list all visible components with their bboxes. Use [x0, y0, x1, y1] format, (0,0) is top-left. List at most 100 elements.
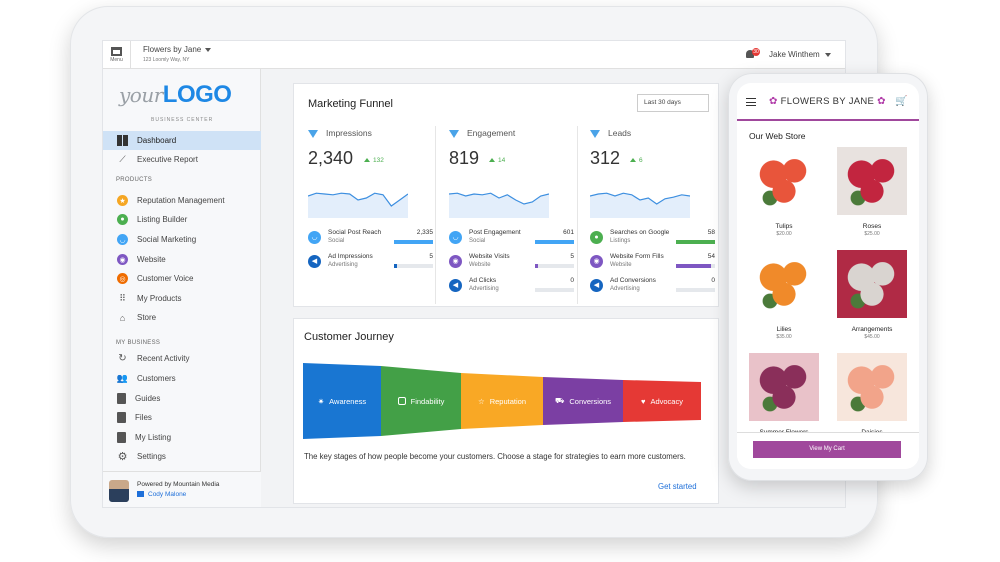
product-price: $45.00 — [864, 334, 880, 340]
stage-conversions[interactable]: ⛟ Conversions — [554, 396, 612, 406]
contact-name: Cody Malone — [148, 491, 187, 498]
business-switcher[interactable]: Flowers by Jane — [143, 45, 212, 54]
metric-source: Social — [328, 238, 345, 244]
sparkline — [449, 192, 549, 218]
gear-icon: ⚙ — [117, 451, 128, 463]
cart-icon: ⛟ — [554, 396, 565, 405]
sidebar-item-website[interactable]: ◉ Website — [103, 250, 261, 269]
sidebar-item-customers[interactable]: 👥 Customers — [103, 369, 261, 388]
search-doc-icon — [397, 397, 406, 405]
cart-icon[interactable]: 🛒 — [895, 96, 908, 107]
metric-bar — [394, 240, 433, 244]
metric-label: Website Visits — [469, 253, 510, 260]
product-name: Arrangements — [851, 326, 893, 333]
get-started-link[interactable]: Get started — [658, 482, 697, 491]
metric-row[interactable]: ◉ Website Form Fills Website 54 — [590, 252, 715, 274]
metric-row[interactable]: ◡ Social Post Reach Social 2,335 — [308, 228, 433, 250]
stage-reputation[interactable]: ☆ Reputation — [477, 396, 526, 406]
sparkline-area — [308, 193, 408, 218]
user-name: Jake Winthem — [769, 50, 820, 59]
my-business-section-header: MY BUSINESS — [116, 340, 161, 346]
powered-by-panel: Powered by Mountain Media Cody Malone — [103, 471, 261, 507]
logo-main: LOGO — [162, 81, 232, 108]
date-range-select[interactable]: Last 30 days — [637, 94, 709, 112]
marketing-funnel-card: Marketing Funnel Last 30 days Impression… — [293, 83, 719, 307]
column-delta: 14 — [489, 157, 505, 164]
product-image — [837, 353, 907, 421]
star-outline-icon: ☆ — [477, 396, 485, 406]
sidebar-item-listing-builder[interactable]: ● Listing Builder — [103, 210, 261, 229]
metric-row[interactable]: ◀ Ad Impressions Advertising 5 — [308, 252, 433, 274]
sidebar-item-customer-voice[interactable]: ◎ Customer Voice — [103, 269, 261, 288]
metric-label: Ad Impressions — [328, 253, 373, 260]
journey-funnel — [303, 363, 701, 439]
product-card[interactable]: Tulips $20.00 — [749, 147, 819, 237]
sidebar-item-label: Social Marketing — [137, 235, 197, 244]
globe-icon: ◉ — [449, 255, 462, 268]
sidebar-item-label: Reputation Management — [137, 196, 225, 205]
hamburger-menu-icon[interactable] — [746, 98, 756, 106]
sidebar-item-label: Executive Report — [137, 155, 198, 164]
sidebar-item-store[interactable]: ⌂ Store — [103, 308, 261, 327]
sidebar-item-settings[interactable]: ⚙ Settings — [103, 447, 261, 466]
metric-row[interactable]: ◀ Ad Clicks Advertising 0 — [449, 276, 574, 298]
business-name: Flowers by Jane — [143, 45, 202, 54]
user-menu[interactable]: Jake Winthem — [769, 50, 831, 59]
sidebar-item-files[interactable]: Files — [103, 408, 261, 427]
sparkline-line — [590, 192, 690, 205]
metric-source: Advertising — [328, 262, 358, 268]
sidebar: yourLOGO BUSINESS CENTER Dashboard ⟋ Exe… — [103, 69, 261, 507]
sidebar-item-social-marketing[interactable]: ◡ Social Marketing — [103, 230, 261, 249]
product-name: Tulips — [775, 223, 793, 230]
metric-value: 601 — [563, 229, 574, 236]
web-store-screen: ✿ FLOWERS BY JANE ✿ 🛒 Our Web Store Tuli… — [737, 83, 919, 469]
product-card[interactable]: Lilies $35.00 — [749, 250, 819, 340]
metric-bar — [535, 240, 574, 244]
product-card[interactable]: Daisies — [837, 353, 907, 436]
stage-findability[interactable]: Findability — [381, 366, 461, 436]
stage-advocacy[interactable]: ♥ Advocacy — [641, 396, 683, 406]
metric-row[interactable]: ◀ Ad Conversions Advertising 0 — [590, 276, 715, 298]
metric-value: 58 — [707, 229, 715, 236]
chat-icon: ◡ — [308, 231, 321, 244]
sidebar-item-dashboard[interactable]: Dashboard — [103, 131, 261, 150]
product-image — [837, 147, 907, 215]
contact-link[interactable]: Cody Malone — [137, 491, 186, 498]
menu-button[interactable]: Menu — [103, 41, 131, 69]
sidebar-item-recent-activity[interactable]: ↻ Recent Activity — [103, 349, 261, 368]
voice-icon: ◎ — [117, 273, 128, 284]
logo: yourLOGO — [119, 81, 232, 109]
metric-row[interactable]: ◉ Website Visits Website 5 — [449, 252, 574, 274]
sparkline-line — [308, 192, 408, 207]
metric-value: 0 — [570, 277, 574, 284]
sidebar-item-my-listing[interactable]: My Listing — [103, 428, 261, 447]
chat-icon: ◡ — [117, 234, 128, 245]
stage-awareness[interactable]: ✷ Awareness — [317, 396, 367, 406]
metric-label: Searches on Google — [610, 229, 670, 236]
column-value: 819 — [449, 148, 480, 168]
column-value: 2,340 — [308, 148, 354, 168]
product-card[interactable]: Summer Flowers — [749, 353, 819, 436]
up-arrow-icon — [489, 158, 495, 162]
sidebar-item-executive-report[interactable]: ⟋ Executive Report — [103, 150, 261, 169]
sidebar-item-guides[interactable]: Guides — [103, 389, 261, 408]
metric-label: Website Form Fills — [610, 253, 664, 260]
sidebar-item-reputation-management[interactable]: ★ Reputation Management — [103, 191, 261, 210]
metric-row[interactable]: ◡ Post Engagement Social 601 — [449, 228, 574, 250]
store-icon — [111, 47, 122, 56]
megaphone-icon: ◀ — [449, 279, 462, 292]
metric-bar — [676, 240, 715, 244]
metric-source: Advertising — [469, 286, 499, 292]
notifications-button[interactable]: 30 — [745, 48, 760, 60]
product-name: Lilies — [776, 326, 792, 333]
sidebar-item-my-products[interactable]: ⠿ My Products — [103, 289, 261, 308]
dashboard-icon — [117, 135, 128, 146]
view-cart-button[interactable]: View My Cart — [753, 441, 901, 458]
sidebar-item-label: Settings — [137, 452, 166, 461]
metric-value: 54 — [707, 253, 715, 260]
metric-row[interactable]: ● Searches on Google Listings 58 — [590, 228, 715, 250]
sidebar-item-label: My Listing — [135, 433, 172, 442]
product-card[interactable]: Roses $25.00 — [837, 147, 907, 237]
product-card[interactable]: Arrangements $45.00 — [837, 250, 907, 340]
product-price: $25.00 — [864, 231, 880, 237]
